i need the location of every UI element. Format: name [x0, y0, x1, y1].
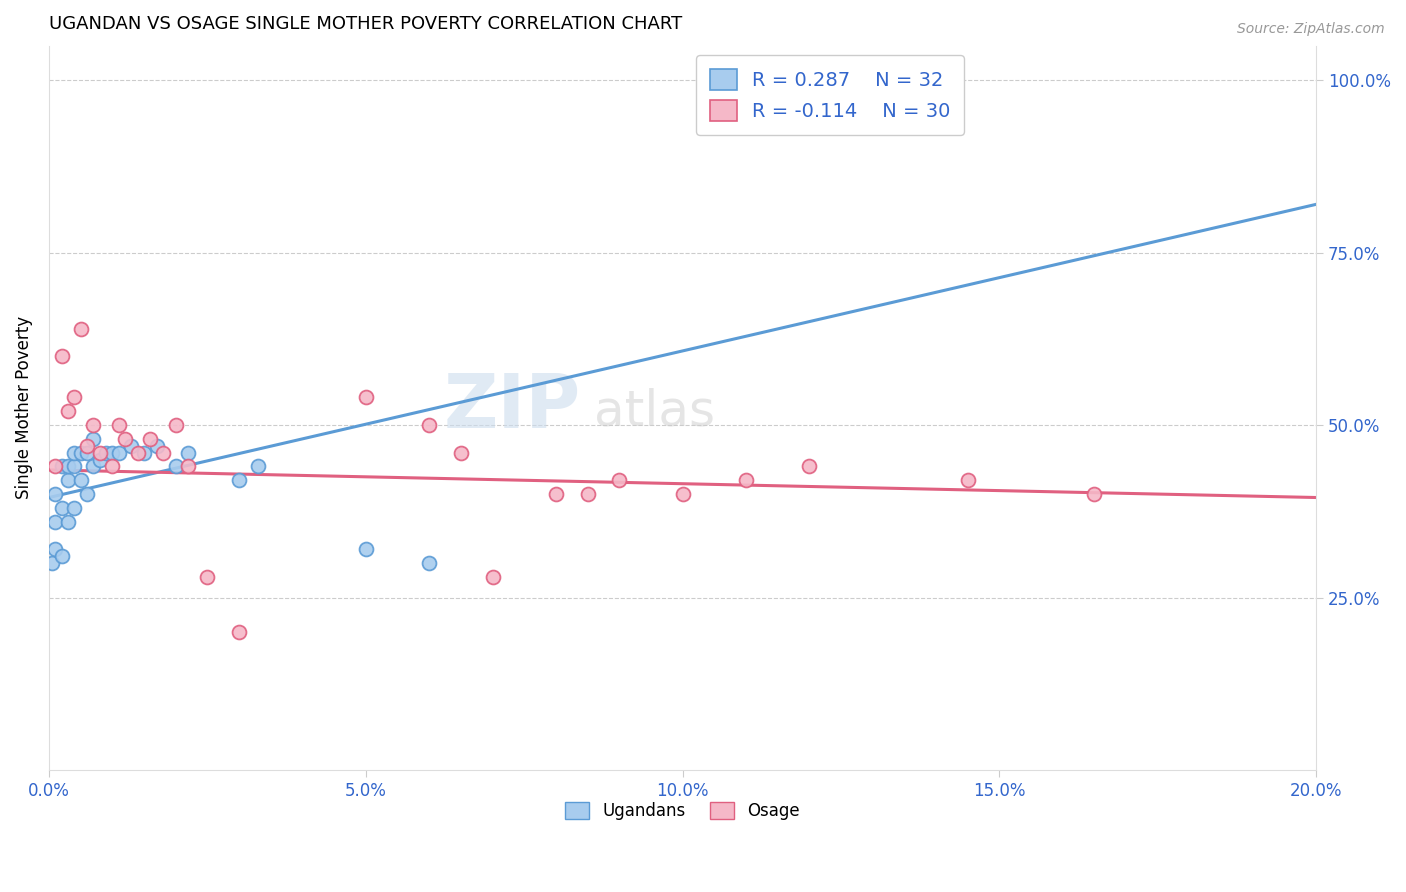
Point	[228, 473, 250, 487]
Point	[127, 445, 149, 459]
Point	[418, 418, 440, 433]
Point	[195, 570, 218, 584]
Text: ZIP: ZIP	[444, 371, 581, 444]
Point	[41, 556, 63, 570]
Text: atlas: atlas	[593, 387, 716, 435]
Point	[120, 439, 142, 453]
Point	[132, 445, 155, 459]
Point	[44, 542, 66, 557]
Point	[76, 487, 98, 501]
Point	[51, 500, 73, 515]
Point	[69, 445, 91, 459]
Point	[56, 473, 79, 487]
Point	[94, 445, 117, 459]
Point	[735, 473, 758, 487]
Point	[576, 487, 599, 501]
Point	[450, 445, 472, 459]
Text: Source: ZipAtlas.com: Source: ZipAtlas.com	[1237, 22, 1385, 37]
Point	[76, 439, 98, 453]
Legend: Ugandans, Osage: Ugandans, Osage	[558, 796, 807, 827]
Point	[69, 321, 91, 335]
Point	[69, 473, 91, 487]
Point	[44, 515, 66, 529]
Point	[56, 515, 79, 529]
Point	[51, 349, 73, 363]
Point	[607, 473, 630, 487]
Point	[228, 625, 250, 640]
Point	[51, 549, 73, 563]
Point	[101, 459, 124, 474]
Point	[63, 459, 86, 474]
Point	[956, 473, 979, 487]
Point	[354, 391, 377, 405]
Point	[165, 459, 187, 474]
Point	[418, 556, 440, 570]
Point	[82, 459, 104, 474]
Point	[63, 500, 86, 515]
Point	[114, 432, 136, 446]
Point	[177, 459, 200, 474]
Point	[107, 418, 129, 433]
Point	[82, 418, 104, 433]
Point	[63, 391, 86, 405]
Point	[671, 487, 693, 501]
Point	[1083, 487, 1105, 501]
Point	[44, 459, 66, 474]
Y-axis label: Single Mother Poverty: Single Mother Poverty	[15, 317, 32, 500]
Point	[481, 570, 503, 584]
Point	[89, 452, 111, 467]
Point	[101, 445, 124, 459]
Text: UGANDAN VS OSAGE SINGLE MOTHER POVERTY CORRELATION CHART: UGANDAN VS OSAGE SINGLE MOTHER POVERTY C…	[49, 15, 682, 33]
Point	[145, 439, 167, 453]
Point	[799, 459, 821, 474]
Point	[56, 404, 79, 418]
Point	[177, 445, 200, 459]
Point	[544, 487, 567, 501]
Point	[165, 418, 187, 433]
Point	[51, 459, 73, 474]
Point	[354, 542, 377, 557]
Point	[89, 445, 111, 459]
Point	[76, 445, 98, 459]
Point	[44, 487, 66, 501]
Point	[107, 445, 129, 459]
Point	[82, 432, 104, 446]
Point	[63, 445, 86, 459]
Point	[56, 459, 79, 474]
Point	[139, 432, 162, 446]
Point	[152, 445, 174, 459]
Point	[247, 459, 270, 474]
